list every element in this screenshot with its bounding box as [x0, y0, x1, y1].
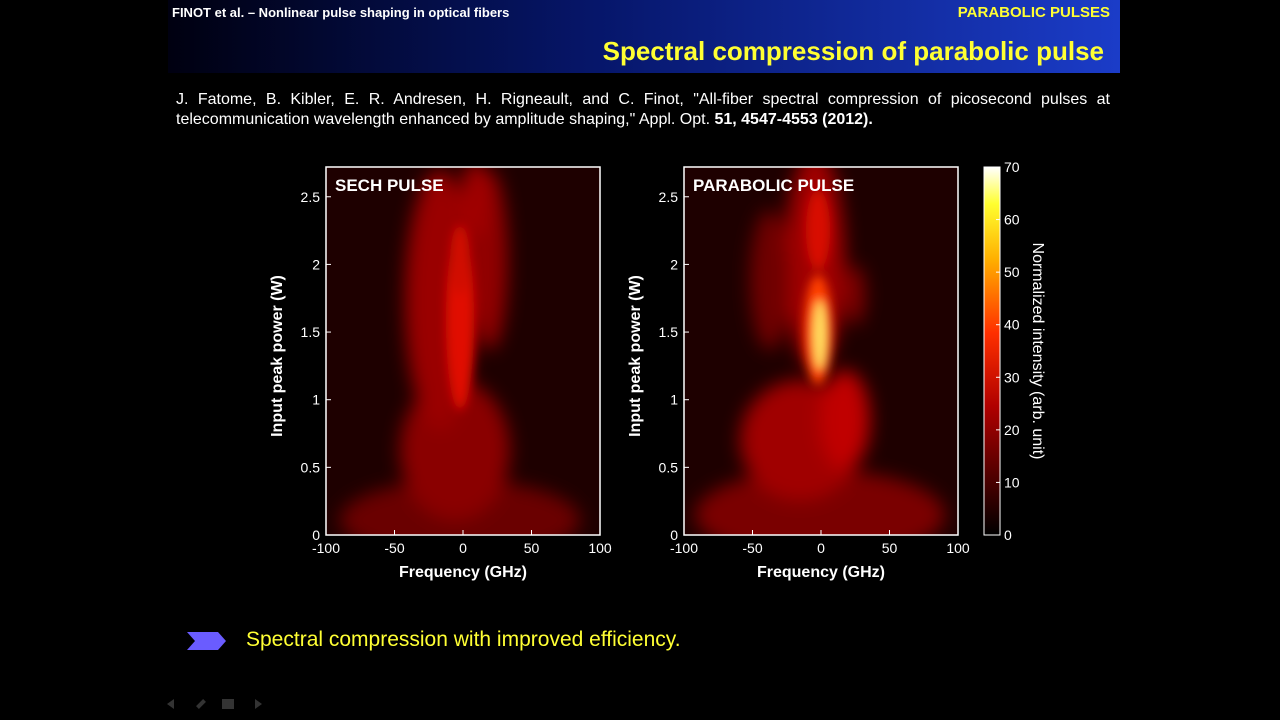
heatmap [684, 167, 958, 535]
colorbar-tick-label: 60 [1004, 212, 1020, 228]
x-axis-label: Frequency (GHz) [399, 564, 527, 581]
plot-title: SECH PULSE [335, 176, 444, 195]
x-tick-label: 100 [946, 540, 970, 556]
y-tick-label: 2.5 [659, 189, 679, 205]
x-tick-label: 0 [817, 540, 825, 556]
y-axis-label: Input peak power (W) [627, 275, 644, 437]
y-tick-label: 2 [312, 256, 320, 272]
x-tick-label: 0 [459, 540, 467, 556]
colorbar-tick-label: 40 [1004, 317, 1020, 333]
heatmap-blob [820, 370, 870, 470]
nav-pen [196, 699, 206, 709]
x-tick-label: -50 [384, 540, 404, 556]
y-tick-label: 0 [312, 527, 320, 543]
citation: J. Fatome, B. Kibler, E. R. Andresen, H.… [176, 90, 1110, 130]
heatmap-blob [461, 167, 489, 240]
y-tick-label: 0 [670, 527, 678, 543]
heatmap [326, 167, 600, 535]
y-tick-label: 1 [670, 392, 678, 408]
heatmap-blob [450, 225, 470, 295]
x-tick-label: 50 [524, 540, 540, 556]
heatmap-blob [695, 470, 945, 535]
y-tick-label: 1.5 [301, 324, 321, 340]
heatmap-blob [750, 210, 790, 350]
heatmap-blob [806, 190, 830, 270]
slide-title: Spectral compression of parabolic pulse [602, 36, 1104, 66]
nav-menu [222, 699, 234, 709]
header-bar: FINOT et al. – Nonlinear pulse shaping i… [168, 0, 1120, 73]
y-tick-label: 0.5 [301, 459, 321, 475]
bullet-arrow [187, 632, 226, 650]
colorbar-tick-label: 30 [1004, 369, 1020, 385]
colorbar-tick-label: 50 [1004, 264, 1020, 280]
x-tick-label: 100 [588, 540, 612, 556]
header-left: FINOT et al. – Nonlinear pulse shaping i… [172, 5, 510, 20]
citation-text: J. Fatome, B. Kibler, E. R. Andresen, H.… [176, 91, 1110, 128]
y-axis-label: Input peak power (W) [269, 275, 286, 437]
colorbar-tick-label: 70 [1004, 159, 1020, 175]
heatmap-blob [813, 300, 827, 370]
nav-prev [167, 699, 174, 709]
x-tick-label: -100 [670, 540, 698, 556]
y-tick-label: 1 [312, 392, 320, 408]
colorbar-tick-label: 10 [1004, 474, 1020, 490]
colorbar-label: Normalized intensity (arb. unit) [1029, 243, 1046, 460]
x-tick-label: 50 [882, 540, 898, 556]
bullet-text: Spectral compression with improved effic… [246, 628, 681, 651]
plot-title: PARABOLIC PULSE [693, 176, 854, 195]
nav-next [255, 699, 262, 709]
colorbar-tick-label: 0 [1004, 527, 1012, 543]
x-axis-label: Frequency (GHz) [757, 564, 885, 581]
y-tick-label: 2.5 [301, 189, 321, 205]
x-tick-label: -50 [742, 540, 762, 556]
y-tick-label: 0.5 [659, 459, 679, 475]
nav-icons [167, 699, 262, 709]
citation-bold: 51, 4547-4553 (2012). [714, 111, 873, 128]
x-tick-label: -100 [312, 540, 340, 556]
y-tick-label: 2 [670, 256, 678, 272]
colorbar [983, 166, 1001, 536]
heatmap-blob [845, 265, 865, 325]
colorbar-tick-label: 20 [1004, 422, 1020, 438]
y-tick-label: 1.5 [659, 324, 679, 340]
header-right: PARABOLIC PULSES [957, 4, 1110, 21]
